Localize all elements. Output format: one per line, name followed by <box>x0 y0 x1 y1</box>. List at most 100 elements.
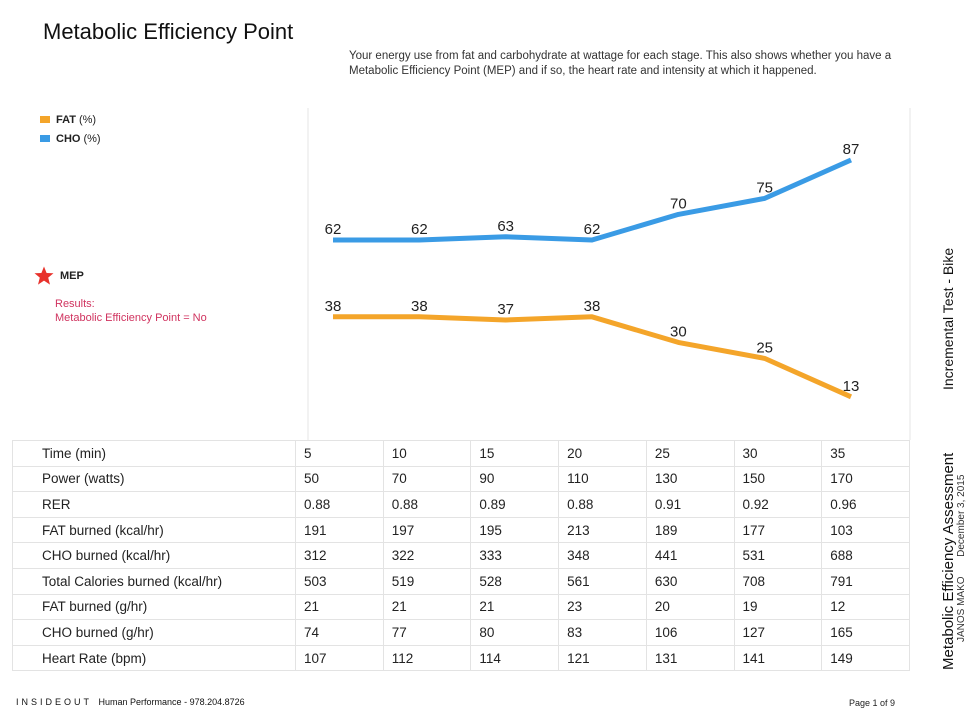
row-label: Heart Rate (bpm) <box>12 644 296 672</box>
table-cell: 70 <box>382 465 472 493</box>
table-cell: 20 <box>645 593 735 621</box>
table-cell: 127 <box>733 619 823 646</box>
table-cell: 503 <box>295 567 384 595</box>
star-icon <box>34 266 54 285</box>
table-cell: 322 <box>382 542 472 569</box>
client-meta: JANOS MAKO December 3, 2015 <box>956 475 967 642</box>
table-row: FAT burned (g/hr) 21 21 21 23 20 19 12 <box>12 593 910 621</box>
table-cell: 150 <box>733 465 823 493</box>
table-cell: 21 <box>382 593 472 621</box>
mep-line-chart: 62 62 63 62 70 75 87 38 38 37 38 30 25 13 <box>307 108 911 440</box>
row-label: Total Calories burned (kcal/hr) <box>12 567 296 595</box>
table-cell: 519 <box>382 567 472 595</box>
data-label-cho: 62 <box>411 221 428 238</box>
page-number: Page 1 of 9 <box>849 698 896 708</box>
client-name: JANOS MAKO <box>956 576 967 642</box>
table-cell: 112 <box>382 644 472 672</box>
data-label-cho: 87 <box>843 141 860 158</box>
legend-label-cho: CHO <box>56 132 81 145</box>
table-cell: 21 <box>295 593 384 621</box>
table-cell: 528 <box>470 567 560 595</box>
table-cell: 441 <box>645 542 735 569</box>
table-cell: 191 <box>295 516 384 544</box>
table-cell: 23 <box>558 593 647 621</box>
table-cell: 80 <box>470 619 560 646</box>
table-cell: 688 <box>821 542 910 569</box>
mep-results: Results: Metabolic Efficiency Point = No <box>55 297 207 325</box>
table-cell: 195 <box>470 516 560 544</box>
page-subtitle: Your energy use from fat and carbohydrat… <box>349 50 892 77</box>
legend-unit-cho: (%) <box>83 132 101 145</box>
series-line-fat <box>333 314 853 400</box>
legend-unit-fat: (%) <box>78 113 97 126</box>
row-label: FAT burned (g/hr) <box>12 593 296 621</box>
table-cell: 5 <box>295 440 384 467</box>
footer-company: INSIDEOUT Human Performance - 978.204.87… <box>16 697 245 707</box>
table-cell: 130 <box>645 465 735 493</box>
table-cell: 0.88 <box>382 491 472 518</box>
data-label-fat: 25 <box>756 339 773 356</box>
data-label-fat: 38 <box>411 298 428 315</box>
table-cell: 121 <box>558 644 647 672</box>
table-cell: 213 <box>558 516 647 544</box>
table-cell: 0.88 <box>558 491 647 518</box>
table-cell: 83 <box>558 619 647 646</box>
mep-results-heading: Results: <box>55 298 95 310</box>
legend-label-fat: FAT <box>56 113 76 126</box>
table-cell: 0.88 <box>295 491 384 518</box>
table-cell: 106 <box>645 619 735 646</box>
row-label: CHO burned (g/hr) <box>12 619 296 646</box>
legend-swatch-cho <box>40 135 50 142</box>
table-row: Total Calories burned (kcal/hr) 503 519 528… <box>12 567 910 595</box>
table-cell: 77 <box>382 619 472 646</box>
brand-name: INSIDEOUT <box>16 697 93 707</box>
table-cell: 131 <box>645 644 735 672</box>
company-contact: Human Performance - 978.204.8726 <box>98 697 245 707</box>
table-cell: 114 <box>470 644 560 672</box>
table-cell: 170 <box>821 465 910 493</box>
table-cell: 90 <box>470 465 560 493</box>
data-label-fat: 30 <box>670 323 687 340</box>
table-row: CHO burned (kcal/hr) 312 322 333 348 441 531 68… <box>12 542 910 569</box>
report-date: December 3, 2015 <box>956 474 967 557</box>
table-row: Heart Rate (bpm) 107 112 114 121 131 141 149 <box>12 644 910 672</box>
test-type: Incremental Test - Bike <box>940 247 956 390</box>
table-cell: 110 <box>558 465 647 493</box>
table-cell: 25 <box>645 440 735 467</box>
table-cell: 348 <box>558 542 647 569</box>
table-cell: 165 <box>821 619 910 646</box>
table-cell: 50 <box>295 465 384 493</box>
row-label: FAT burned (kcal/hr) <box>12 516 296 544</box>
row-label: CHO burned (kcal/hr) <box>12 542 296 569</box>
table-cell: 103 <box>821 516 910 544</box>
data-label-fat: 38 <box>325 298 342 315</box>
table-cell: 35 <box>821 440 910 467</box>
data-label-fat: 37 <box>497 301 514 318</box>
table-cell: 10 <box>382 440 472 467</box>
table-cell: 333 <box>470 542 560 569</box>
legend-swatch-fat <box>40 116 50 123</box>
table-row: RER 0.88 0.88 0.89 0.88 0.91 0.92 0.96 <box>12 491 910 518</box>
row-label: Power (watts) <box>12 465 296 493</box>
table-cell: 149 <box>821 644 910 672</box>
table-cell: 312 <box>295 542 384 569</box>
data-label-fat: 38 <box>584 298 601 315</box>
table-cell: 12 <box>821 593 910 621</box>
table-row: Power (watts) 50 70 90 110 130 150 170 <box>12 465 910 493</box>
table-row: Time (min) 5 10 15 20 25 30 35 <box>12 440 910 467</box>
report-title: Metabolic Efficiency Assessment <box>940 452 957 670</box>
table-cell: 0.91 <box>645 491 735 518</box>
table-cell: 0.96 <box>821 491 910 518</box>
table-cell: 708 <box>733 567 823 595</box>
data-label-cho: 70 <box>670 195 687 212</box>
legend-item-cho: CHO (%) <box>40 129 101 148</box>
table-cell: 107 <box>295 644 384 672</box>
mep-results-value: Metabolic Efficiency Point = No <box>55 312 207 324</box>
table-cell: 20 <box>558 440 647 467</box>
data-label-cho: 62 <box>325 221 342 238</box>
page-title: Metabolic Efficiency Point <box>43 19 294 44</box>
table-row: CHO burned (g/hr) 74 77 80 83 106 127 165 <box>12 619 910 646</box>
data-label-cho: 62 <box>584 221 601 238</box>
series-line-cho <box>333 157 853 243</box>
table-cell: 0.92 <box>733 491 823 518</box>
